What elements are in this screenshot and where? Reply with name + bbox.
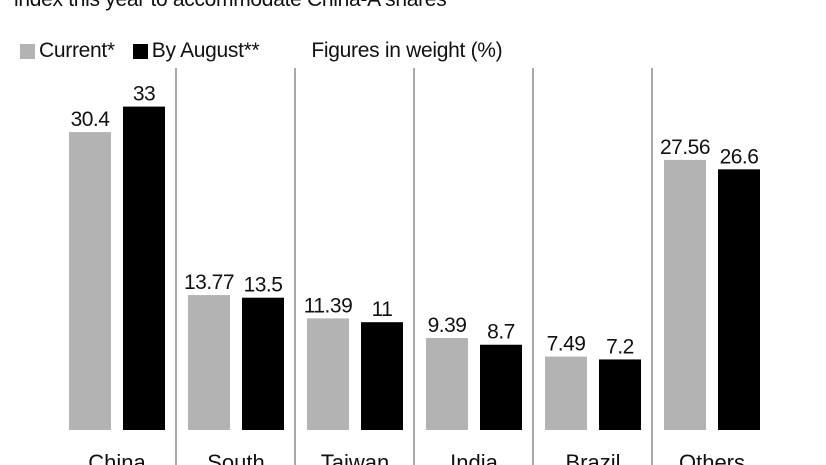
data-label: 30.4 bbox=[71, 108, 111, 131]
legend-label-august: By August** bbox=[151, 39, 260, 62]
legend-label-current: Current* bbox=[39, 39, 115, 62]
category-label: South bbox=[207, 450, 265, 465]
legend-swatch-august bbox=[132, 43, 148, 59]
data-label: 27.56 bbox=[660, 136, 710, 159]
bar-others-august bbox=[718, 169, 760, 430]
bar-china-current bbox=[69, 132, 111, 430]
chart-subtitle: index this year to accommodate China-A s… bbox=[14, 0, 447, 12]
legend-swatch-current bbox=[20, 43, 35, 59]
category-label: Others bbox=[679, 450, 745, 465]
bar-taiwan-august bbox=[361, 322, 403, 430]
bar-south-august bbox=[242, 297, 284, 430]
legend-item-current: Current* bbox=[20, 39, 115, 63]
legend-item-august: By August** bbox=[132, 39, 260, 63]
bar-others-current bbox=[664, 159, 706, 431]
data-label: 8.7 bbox=[487, 321, 515, 344]
data-label: 13.77 bbox=[184, 271, 234, 294]
bar-india-august bbox=[480, 344, 522, 430]
bar-brazil-current bbox=[545, 356, 587, 430]
category-label: Brazil bbox=[565, 450, 620, 465]
bar-taiwan-current bbox=[307, 318, 349, 430]
bar-south-current bbox=[188, 295, 230, 430]
data-label: 11 bbox=[372, 298, 393, 321]
data-label: 9.39 bbox=[428, 314, 467, 337]
category-label: Taiwan bbox=[321, 450, 389, 465]
bar-china-august bbox=[123, 106, 165, 430]
data-label: 13.5 bbox=[244, 274, 283, 297]
data-label: 11.39 bbox=[304, 294, 353, 317]
bar-brazil-august bbox=[599, 359, 641, 430]
chart-legend: Current* By August** Figures in weight (… bbox=[20, 38, 503, 64]
data-label: 7.2 bbox=[606, 335, 634, 358]
category-label: China bbox=[88, 450, 146, 465]
data-label: 26.6 bbox=[720, 145, 759, 168]
category-label: India bbox=[450, 450, 498, 465]
units-note: Figures in weight (%) bbox=[311, 39, 503, 62]
bar-india-current bbox=[426, 337, 468, 430]
data-label: 7.49 bbox=[547, 333, 586, 356]
data-label: 33 bbox=[133, 83, 155, 106]
